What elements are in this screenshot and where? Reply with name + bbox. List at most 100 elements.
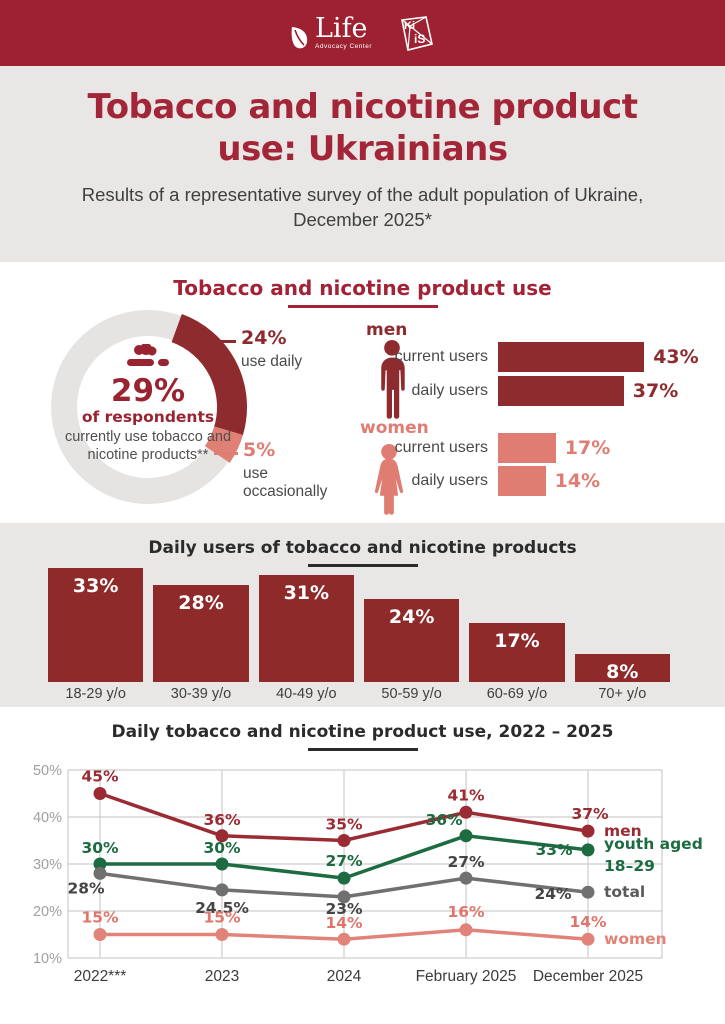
row-label: daily users	[411, 382, 488, 399]
life-logo: Life Advocacy Center	[289, 15, 372, 51]
trend-point	[215, 928, 229, 941]
trend-point	[337, 834, 351, 847]
trend-y-tick: 30%	[33, 857, 62, 873]
trend-point	[581, 885, 595, 899]
age-section-heading: Daily users of tobacco and nicotine prod…	[148, 538, 577, 558]
age-bar-column: 17%	[469, 568, 565, 682]
cigarette-icon	[127, 343, 169, 366]
age-bar-column: 33%	[48, 568, 144, 682]
usage-section-heading: Tobacco and nicotine product use	[173, 276, 552, 300]
men-current-users-row: current users 43%	[360, 342, 720, 372]
trend-point-label: 28%	[67, 879, 105, 897]
male-icon	[381, 340, 405, 419]
header-bar: Life Advocacy Center Ki iS	[0, 0, 725, 66]
age-bar-value: 33%	[72, 575, 119, 598]
trend-point-label: 41%	[447, 786, 485, 804]
life-logo-name: Life	[315, 13, 368, 45]
donut-center-description: currently use tobacco and nicotine produ…	[64, 428, 232, 464]
leaf-icon	[291, 26, 308, 49]
age-bar: 33%	[48, 568, 144, 682]
age-bar-column: 31%	[258, 568, 354, 682]
age-bar-column: 24%	[363, 568, 460, 682]
heading-underline	[287, 305, 438, 308]
life-logo-subtext: Advocacy Center	[315, 43, 372, 51]
page-title-line2: use: Ukrainians	[217, 129, 508, 169]
trend-point-label: 16%	[447, 903, 485, 921]
row-value: 17%	[564, 437, 611, 459]
page-title: Tobacco and nicotine product use: Ukrain…	[0, 86, 725, 170]
trend-point-label: 14%	[569, 913, 607, 931]
donut-segment	[49, 308, 247, 506]
trend-x-label: 2024	[327, 968, 362, 985]
heading-underline	[307, 564, 418, 567]
heading-underline	[307, 748, 418, 751]
trend-point-label: 35%	[325, 816, 363, 834]
age-category-label: 30-39 y/o	[170, 686, 232, 702]
age-section: Daily users of tobacco and nicotine prod…	[0, 523, 725, 707]
occasional-value: 5%	[243, 439, 276, 461]
women-current-users-row: current users 17%	[360, 433, 720, 463]
row-label: current users	[394, 348, 488, 365]
women-current-users-bar	[498, 433, 556, 463]
trend-point	[337, 890, 351, 904]
trend-y-tick: 10%	[33, 951, 62, 967]
trend-series-label: men	[604, 822, 642, 840]
age-bar-value: 17%	[494, 630, 540, 653]
trend-point-label: 24.5%	[195, 899, 249, 917]
age-bar-column: 28%	[153, 568, 249, 682]
women-daily-users-row: daily users 14%	[360, 466, 720, 496]
svg-text:Ki: Ki	[404, 20, 415, 32]
trend-series-label: total	[604, 883, 645, 901]
trend-point	[581, 843, 595, 857]
life-logo-text: Life Advocacy Center	[315, 15, 372, 51]
kiis-cube-icon: Ki iS	[401, 16, 433, 51]
trend-series-label: 18–29	[604, 857, 655, 875]
row-value: 14%	[554, 470, 601, 492]
trend-x-label: 2023	[205, 968, 239, 985]
age-category-label: 60-69 y/o	[486, 686, 548, 702]
trend-point-label: 33%	[535, 841, 573, 859]
trend-y-tick: 50%	[33, 763, 62, 779]
trend-point-label: 37%	[571, 805, 609, 823]
row-value: 43%	[653, 346, 699, 368]
age-bar-value: 8%	[606, 661, 639, 684]
trend-line-chart: 50% 40% 30% 20% 10% 2022*** 2023 2024 February 2…	[33, 763, 703, 985]
trend-point-label: 27%	[325, 852, 363, 870]
trend-point	[337, 932, 351, 946]
trend-point-label: 36%	[203, 811, 241, 829]
age-bar: 8%	[574, 654, 670, 684]
age-bar-value: 28%	[178, 592, 224, 615]
trend-point	[459, 805, 473, 819]
callout-line-daily	[212, 340, 236, 343]
trend-point	[459, 923, 473, 937]
women-daily-users-bar	[498, 466, 546, 496]
page-subtitle: Results of a representative survey of th…	[81, 184, 644, 230]
trend-point-label: 45%	[81, 768, 119, 786]
trend-point-label: 14%	[325, 914, 363, 932]
trend-x-label: 2022***	[74, 968, 127, 985]
age-category-label: 50-59 y/o	[381, 686, 442, 702]
age-category-label: 18-29 y/o	[65, 686, 126, 702]
men-current-users-bar	[498, 342, 645, 372]
trend-point	[215, 883, 229, 897]
age-category-labels: 18-29 y/o 30-39 y/o 40-49 y/o 50-59 y/o 60-6…	[48, 686, 670, 702]
donut-center-value: 29%	[110, 373, 186, 409]
women-label: women	[360, 418, 429, 438]
trend-point-label: 15%	[81, 909, 119, 927]
row-label: current users	[394, 439, 488, 456]
men-daily-users-row: daily users 37%	[360, 376, 720, 406]
gender-usage-panel: men current users 43% daily users 37% wo…	[360, 318, 720, 533]
age-bar: 31%	[258, 575, 354, 682]
men-daily-users-bar	[498, 376, 624, 406]
trend-point-label: 27%	[447, 853, 485, 871]
trend-point	[459, 829, 473, 843]
trend-x-label: February 2025	[416, 968, 517, 985]
age-category-label: 40-49 y/o	[276, 686, 337, 702]
trend-point	[581, 824, 595, 838]
age-bar: 17%	[469, 623, 565, 682]
age-bar-value: 24%	[388, 606, 435, 629]
trend-point-label: 23%	[325, 900, 363, 918]
trend-x-label: December 2025	[533, 968, 643, 985]
row-label: daily users	[411, 472, 488, 489]
